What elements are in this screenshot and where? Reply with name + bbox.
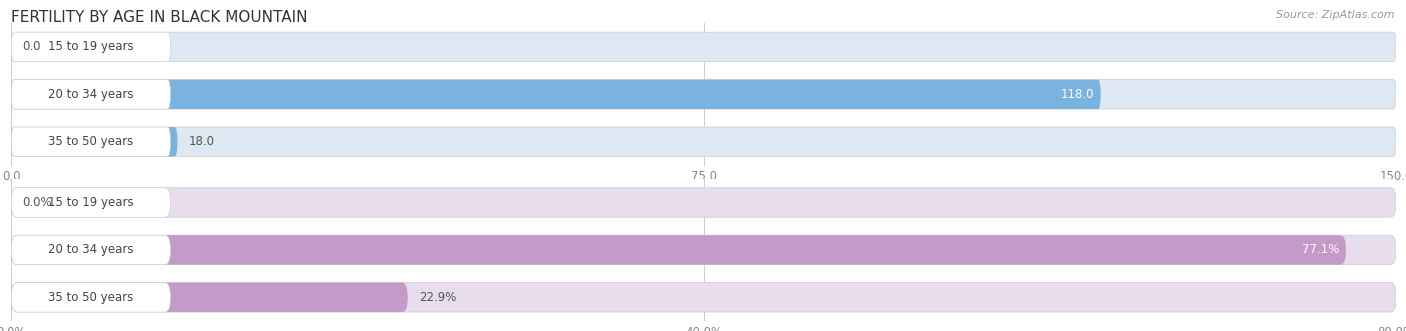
FancyBboxPatch shape <box>11 80 1101 109</box>
Text: Source: ZipAtlas.com: Source: ZipAtlas.com <box>1277 10 1395 20</box>
Text: 118.0: 118.0 <box>1060 88 1094 101</box>
FancyBboxPatch shape <box>11 235 1346 264</box>
FancyBboxPatch shape <box>11 283 408 312</box>
Text: 77.1%: 77.1% <box>1302 243 1339 257</box>
FancyBboxPatch shape <box>11 235 170 264</box>
Text: 15 to 19 years: 15 to 19 years <box>48 40 134 53</box>
FancyBboxPatch shape <box>11 235 1396 264</box>
Text: 18.0: 18.0 <box>188 135 215 148</box>
Text: 35 to 50 years: 35 to 50 years <box>48 291 134 304</box>
Text: 15 to 19 years: 15 to 19 years <box>48 196 134 209</box>
FancyBboxPatch shape <box>11 188 1396 217</box>
FancyBboxPatch shape <box>11 283 1396 312</box>
Text: 20 to 34 years: 20 to 34 years <box>48 88 134 101</box>
Text: 22.9%: 22.9% <box>419 291 456 304</box>
FancyBboxPatch shape <box>11 80 1396 109</box>
FancyBboxPatch shape <box>11 80 170 109</box>
Text: FERTILITY BY AGE IN BLACK MOUNTAIN: FERTILITY BY AGE IN BLACK MOUNTAIN <box>11 10 308 25</box>
Text: 0.0%: 0.0% <box>22 196 52 209</box>
FancyBboxPatch shape <box>11 188 170 217</box>
FancyBboxPatch shape <box>11 283 170 312</box>
Text: 35 to 50 years: 35 to 50 years <box>48 135 134 148</box>
FancyBboxPatch shape <box>11 32 170 62</box>
Text: 0.0: 0.0 <box>22 40 41 53</box>
FancyBboxPatch shape <box>11 127 177 157</box>
FancyBboxPatch shape <box>11 32 1396 62</box>
FancyBboxPatch shape <box>11 127 1396 157</box>
FancyBboxPatch shape <box>11 127 170 157</box>
Text: 20 to 34 years: 20 to 34 years <box>48 243 134 257</box>
